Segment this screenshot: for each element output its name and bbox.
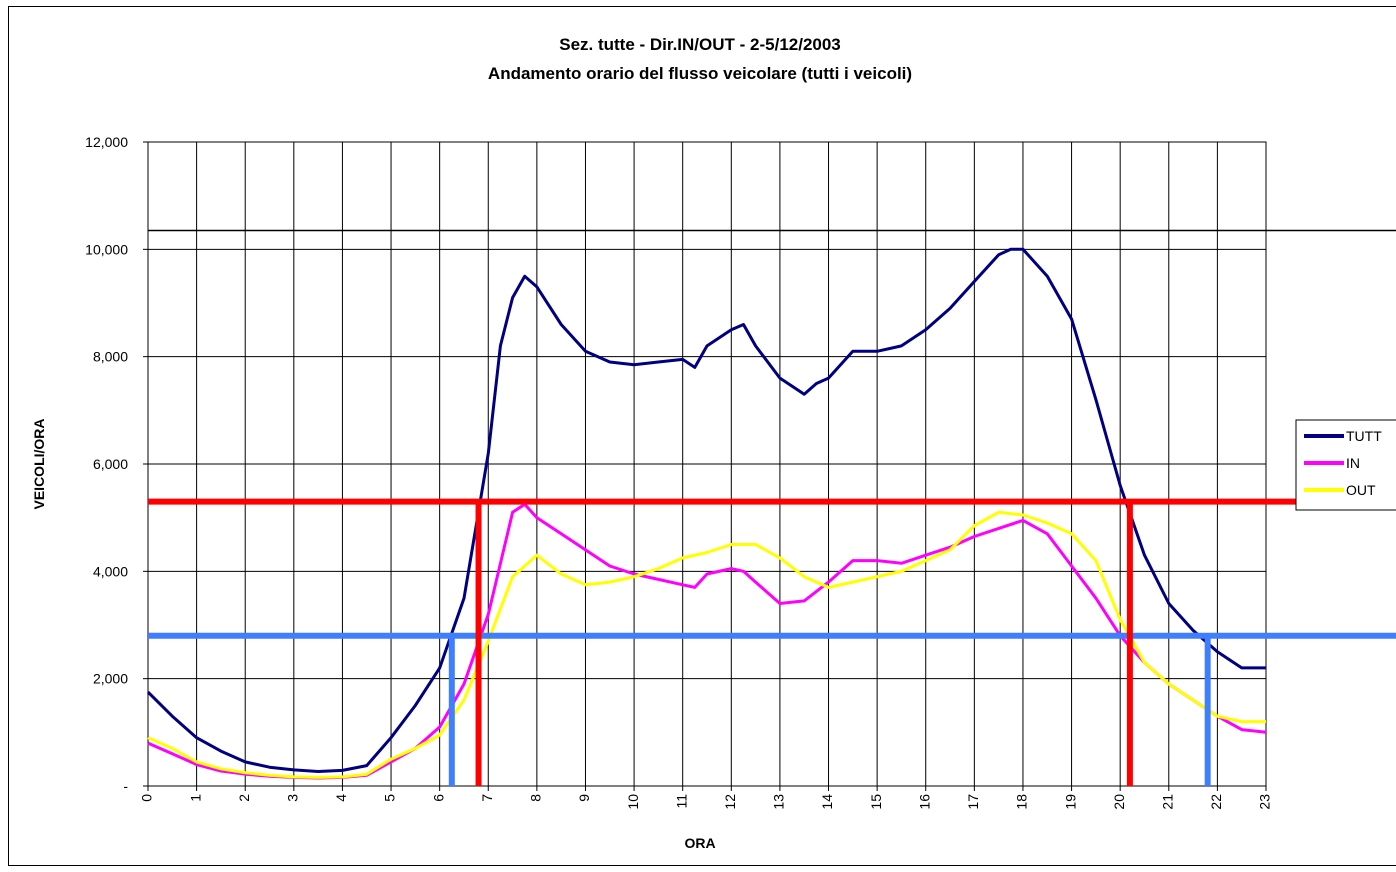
legend-label-tutt: TUTT bbox=[1346, 428, 1382, 444]
y-tick-label: 2,000 bbox=[93, 671, 128, 687]
x-tick-label: 2 bbox=[236, 794, 252, 802]
x-tick-label: 17 bbox=[965, 794, 981, 810]
x-axis-ticks: 0 1 2 3 4 5 6 7 8 9 10 11 12 13 14 15 16 17 18 19 20 21 22 23 bbox=[139, 786, 1273, 810]
x-tick-label: 8 bbox=[528, 794, 544, 802]
legend-label-in: IN bbox=[1346, 455, 1360, 471]
x-tick-label: 1 bbox=[187, 794, 203, 802]
y-tick-label: 8,000 bbox=[93, 349, 128, 365]
reference-lines bbox=[148, 229, 1396, 786]
x-tick-label: 20 bbox=[1111, 794, 1127, 810]
x-tick-label: 4 bbox=[333, 794, 349, 802]
x-tick-label: 16 bbox=[916, 794, 932, 810]
x-tick-label: 11 bbox=[673, 794, 689, 809]
y-axis-ticks: - 2,000 4,000 6,000 8,000 10,000 12,000 bbox=[85, 134, 148, 794]
x-tick-label: 0 bbox=[139, 794, 155, 802]
x-tick-label: 3 bbox=[285, 794, 301, 802]
x-tick-label: 7 bbox=[479, 794, 495, 802]
x-tick-label: 5 bbox=[382, 794, 398, 802]
legend: TUTT IN OUT bbox=[1295, 419, 1396, 511]
x-tick-label: 22 bbox=[1208, 794, 1224, 810]
x-tick-label: 23 bbox=[1257, 794, 1273, 810]
x-tick-label: 19 bbox=[1062, 794, 1078, 810]
chart-frame bbox=[8, 6, 1396, 866]
x-tick-label: 14 bbox=[819, 794, 835, 810]
x-tick-label: 21 bbox=[1159, 794, 1175, 810]
x-tick-label: 9 bbox=[576, 794, 592, 802]
series-line-tutt bbox=[146, 247, 1266, 773]
y-tick-label: 10,000 bbox=[85, 241, 128, 257]
x-axis-label: ORA bbox=[684, 835, 715, 851]
series-lines bbox=[146, 247, 1267, 780]
chart-title-line1: Sez. tutte - Dir.IN/OUT - 2-5/12/2003 bbox=[559, 35, 841, 54]
series-line-out bbox=[147, 510, 1266, 779]
legend-label-out: OUT bbox=[1346, 482, 1376, 498]
y-tick-label: 6,000 bbox=[93, 456, 128, 472]
chart-title-line2: Andamento orario del flusso veicolare (t… bbox=[488, 64, 912, 83]
gridlines bbox=[147, 141, 1267, 787]
x-tick-label: 6 bbox=[430, 794, 446, 802]
y-tick-label: - bbox=[123, 778, 128, 794]
x-tick-label: 12 bbox=[722, 794, 738, 810]
x-tick-label: 18 bbox=[1014, 794, 1030, 810]
x-tick-label: 15 bbox=[868, 794, 884, 810]
y-axis-label: VEICOLI/ORA bbox=[31, 418, 47, 509]
y-tick-label: 12,000 bbox=[85, 134, 128, 150]
x-tick-label: 13 bbox=[771, 794, 787, 810]
x-tick-label: 10 bbox=[625, 794, 641, 810]
y-tick-label: 4,000 bbox=[93, 563, 128, 579]
